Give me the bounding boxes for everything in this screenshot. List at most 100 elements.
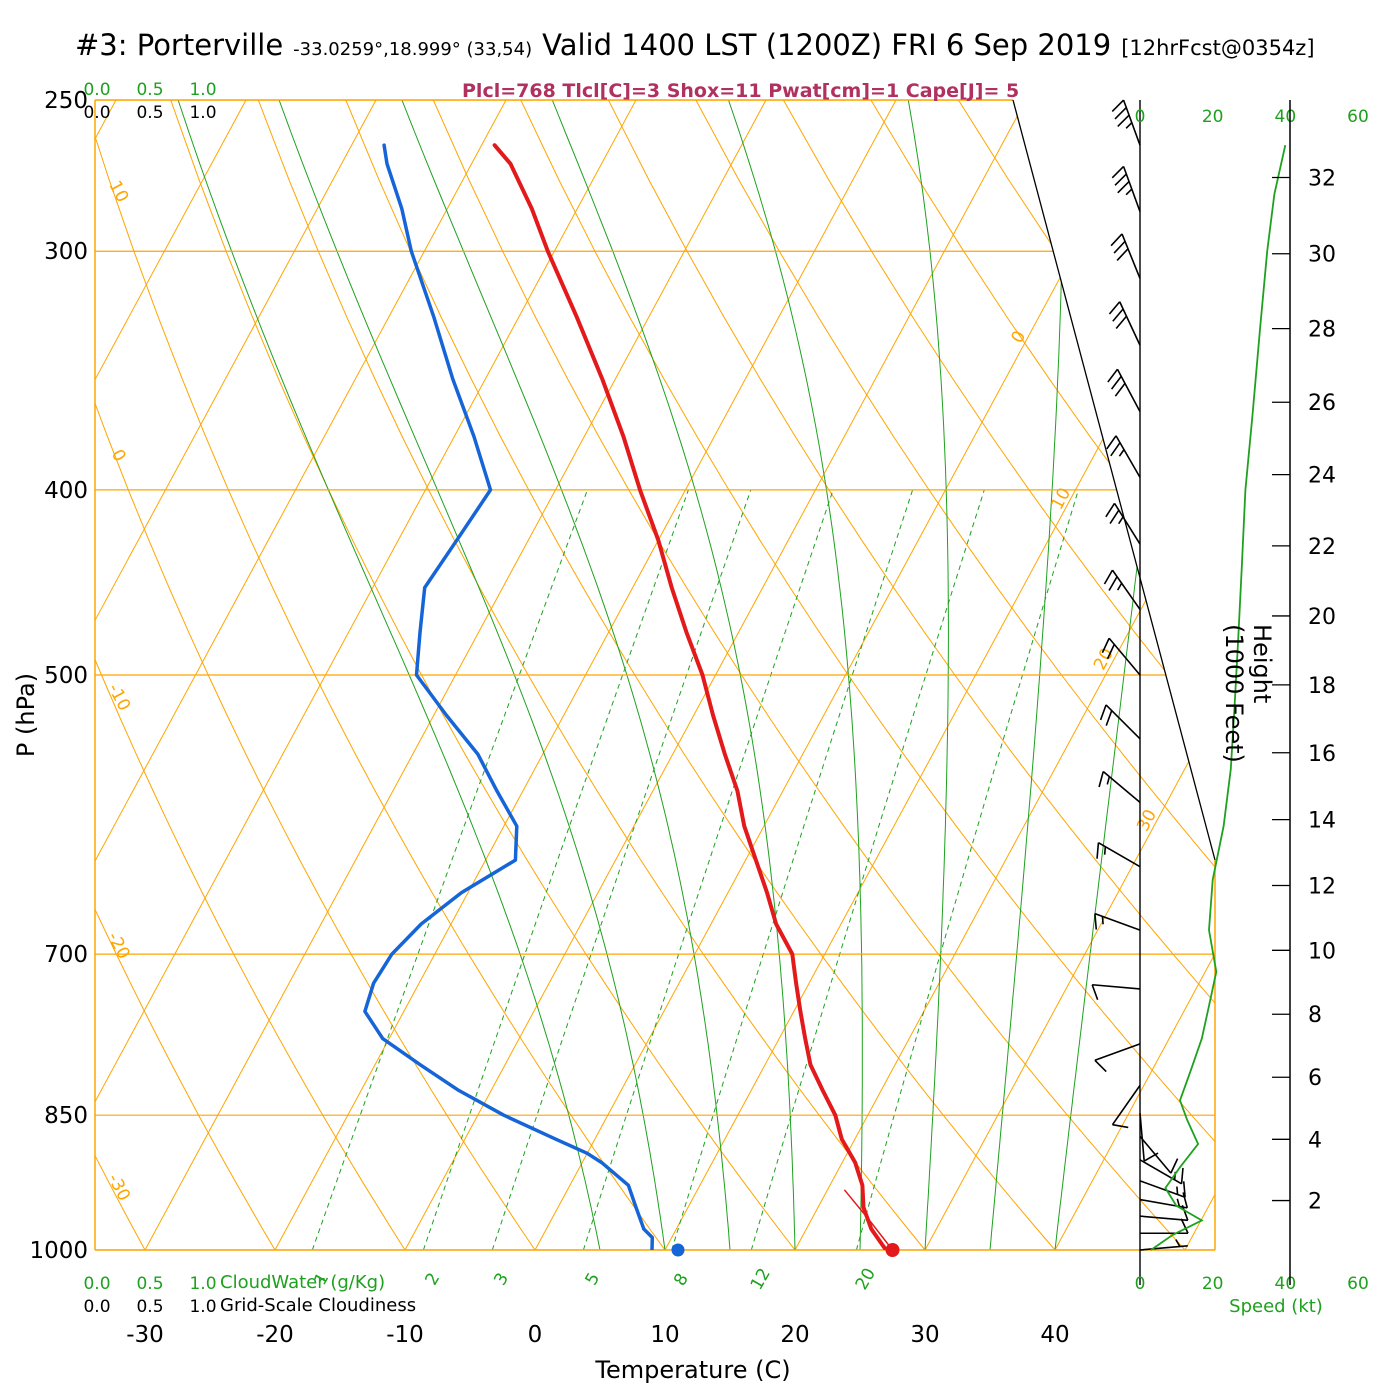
plot-frame — [94, 99, 1216, 1251]
dry-adiabat-line — [1396, 100, 1400, 1250]
mixing-ratio-line — [750, 489, 985, 1250]
moist-adiabat-line — [989, 100, 1064, 1250]
moist-adiabat-line — [728, 100, 863, 1250]
mixing-ratio-line — [582, 489, 834, 1250]
wind-barb — [1094, 912, 1141, 931]
moist-adiabat-line — [278, 100, 666, 1250]
sounding-profiles — [363, 143, 894, 1250]
wind-barb — [1108, 301, 1141, 346]
pressure-tick-label: 250 — [44, 88, 88, 114]
moist-adiabat-line — [401, 100, 731, 1250]
temperature-tick-label: -30 — [126, 1322, 164, 1348]
isotherm-line — [1184, 100, 1215, 1250]
wind-barb — [1139, 1180, 1186, 1198]
temperature-tick-label: 20 — [780, 1322, 809, 1348]
wind-barb — [1111, 1084, 1141, 1129]
cloudwater-tick-bottom: 0.0 — [83, 1274, 110, 1294]
mixing-ratio-label: 8 — [670, 1270, 693, 1289]
wind-barb — [1107, 368, 1141, 413]
isotherm-label: 0 — [1007, 328, 1030, 347]
surface-temperature-dot — [885, 1243, 900, 1257]
moist-adiabat-line — [177, 100, 601, 1250]
cloudiness-tick-top: 0.5 — [136, 103, 163, 123]
cloudwater-tick-top: 0.5 — [136, 80, 163, 100]
speed-axis-label: Speed (kt) — [1229, 1296, 1323, 1317]
wind-barb — [1094, 1043, 1141, 1073]
height-tick-label: 14 — [1308, 809, 1336, 834]
wind-barb — [1103, 569, 1141, 610]
cloudwater-tick-bottom: 0.5 — [136, 1274, 163, 1294]
dry-adiabat-label: 0 — [107, 446, 130, 465]
mixing-ratio-label: 20 — [852, 1265, 880, 1294]
station-title: #3: Porterville — [75, 28, 284, 62]
cloudwater-tick-top: 1.0 — [189, 80, 216, 100]
mixing-ratio-label: 2 — [422, 1269, 445, 1288]
wind-barb — [1106, 435, 1141, 478]
moist-adiabat-line — [551, 100, 796, 1250]
moist-adiabat-line — [907, 100, 949, 1250]
dry-adiabat-line — [607, 100, 1215, 1250]
wind-barb — [1091, 983, 1141, 1001]
mixing-ratio-label: 3 — [490, 1270, 513, 1289]
height-tick-label: 6 — [1308, 1066, 1322, 1091]
wind-barb — [1098, 770, 1141, 804]
isotherm-label: 10 — [1047, 485, 1075, 513]
speed-tick-top: 40 — [1275, 107, 1297, 127]
wind-barb — [1140, 1218, 1189, 1235]
cloudiness-tick-bottom: 0.5 — [136, 1297, 163, 1317]
cloudiness-tick-top: 1.0 — [189, 103, 216, 123]
dry-adiabat-line — [870, 100, 1215, 1250]
speed-tick-bottom: 40 — [1275, 1274, 1297, 1294]
dry-adiabat-label: 10 — [104, 177, 132, 205]
pressure-tick-label: 700 — [44, 942, 88, 968]
dry-adiabat-line — [520, 100, 1215, 1250]
station-coords: -33.0259°,18.999° (33,54) — [293, 39, 533, 60]
speed-tick-bottom: 20 — [1202, 1274, 1224, 1294]
valid-time: Valid 1400 LST (1200Z) FRI 6 Sep 2019 — [542, 28, 1112, 62]
wind-barb — [1099, 704, 1141, 740]
dry-adiabat-label: -30 — [103, 1171, 134, 1205]
temperature-tick-label: 10 — [650, 1322, 679, 1348]
chart-title-row: #3: Porterville -33.0259°,18.999° (33,54… — [75, 28, 1315, 62]
cloudiness-label: Grid-Scale Cloudiness — [220, 1295, 417, 1316]
cloudwater-tick-top: 0.0 — [83, 80, 110, 100]
temperature-tick-label: -10 — [386, 1322, 424, 1348]
dry-adiabat-line — [257, 100, 926, 1250]
temperature-tick-label: 30 — [910, 1322, 939, 1348]
height-tick-label: 10 — [1308, 939, 1336, 964]
dry-adiabat-line — [95, 100, 536, 1250]
height-tick-label: 28 — [1308, 318, 1336, 343]
wind-barb — [1139, 1135, 1179, 1174]
dry-adiabat-line — [695, 100, 1215, 1250]
temperature-tick-label: 40 — [1040, 1322, 1069, 1348]
sounding-indices: Plcl=768 Tlcl[C]=3 Shox=11 Pwat[cm]=1 Ca… — [462, 80, 1020, 102]
isotherm-line — [95, 100, 247, 1250]
pressure-tick-label: 850 — [44, 1103, 88, 1129]
dry-adiabat-line — [95, 100, 276, 1250]
plot-clip-boundary — [1012, 99, 1216, 861]
height-tick-label: 12 — [1308, 874, 1336, 899]
height-tick-label: 24 — [1308, 464, 1336, 489]
dry-adiabat-line — [170, 100, 796, 1250]
dry-adiabat-label: -20 — [103, 929, 134, 963]
pressure-tick-label: 500 — [44, 663, 88, 689]
height-tick-label: 4 — [1308, 1128, 1322, 1153]
forecast-tag: [12hrFcst@0354z] — [1121, 36, 1315, 60]
height-tick-label: 32 — [1308, 167, 1336, 192]
height-axis-label: Height (1000 Feet) — [1220, 624, 1276, 763]
height-tick-label: 26 — [1308, 391, 1336, 416]
pressure-tick-label: 1000 — [29, 1238, 88, 1264]
wind-barb — [1110, 233, 1141, 279]
mixing-ratio-line — [311, 489, 588, 1250]
mixing-ratio-label: 5 — [581, 1269, 604, 1288]
cloudiness-tick-top: 0.0 — [83, 103, 110, 123]
skewt-grid — [95, 100, 1400, 1250]
temperature-axis-label: Temperature (C) — [595, 1356, 791, 1384]
pressure-tick-label: 400 — [44, 478, 88, 504]
temperature-tick-label: 0 — [528, 1322, 543, 1348]
cloudiness-tick-bottom: 1.0 — [189, 1297, 216, 1317]
dry-adiabat-line — [95, 100, 406, 1250]
wind-speed-profile — [1150, 145, 1287, 1251]
wind-barb — [1105, 502, 1141, 545]
